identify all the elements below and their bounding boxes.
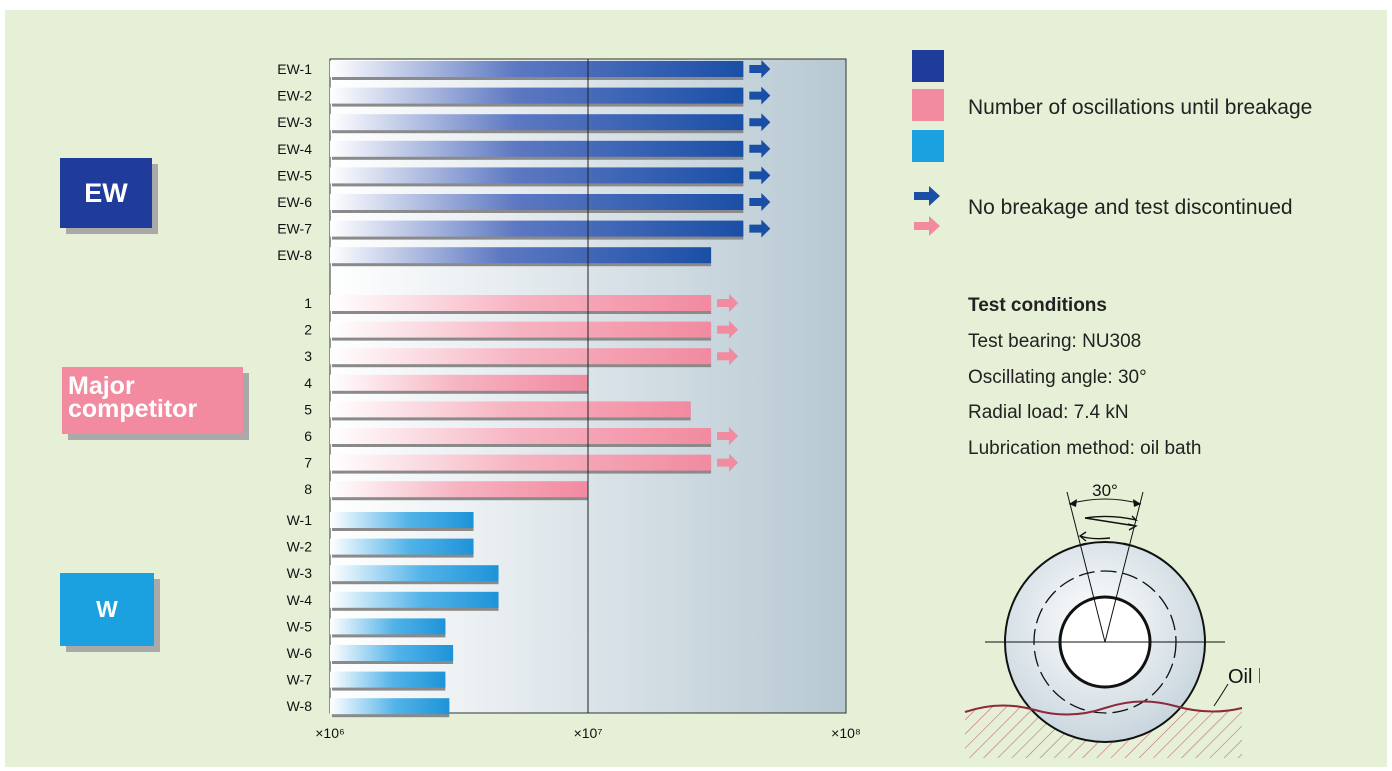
group-label-competitor-line2: competitor [68,395,198,423]
bar-label-competitor-6: 6 [304,428,312,444]
legend-swatch-w [912,130,944,162]
discontinued-arrow-icon-competitor-1 [717,294,739,312]
bar-ew-5 [330,167,744,184]
bar-competitor-7 [330,454,712,471]
bar-label-w-2: W-2 [287,539,313,555]
bar-label-w-7: W-7 [287,672,313,688]
group-label-ew-text: EW [84,177,128,208]
test-condition-bearing: Test bearing: NU308 [968,331,1142,352]
discontinued-arrow-icon-competitor-7 [717,453,739,472]
discontinued-arrow-icon-competitor-3 [717,347,739,366]
bar-w-2 [330,538,474,555]
ticks-layer: ×10⁶ ×10⁷ ×10⁸ [315,725,861,741]
legend-swatch-ew [912,50,944,82]
bar-label-w-1: W-1 [287,512,313,528]
bar-label-competitor-7: 7 [304,455,312,471]
bar-label-w-4: W-4 [287,592,313,608]
legend-swatch-competitor [912,89,944,121]
group-label-ew: EW [60,158,152,228]
legend-discontinued-label: No breakage and test discontinued [968,196,1293,219]
discontinued-arrow-icon-ew-6 [749,193,771,211]
bar-label-w-8: W-8 [287,698,313,714]
x-tick-label-1: ×10⁶ [315,725,345,741]
bar-label-ew-2: EW-2 [277,88,312,104]
oscillation-arrow-icon [1084,515,1139,531]
legend-arrow-pink-icon [914,216,940,236]
bar-ew-6 [330,194,744,210]
group-label-competitor-line1: Major [68,372,135,400]
bar-w-7 [330,671,446,688]
bar-label-ew-6: EW-6 [277,194,312,210]
angle-label: 30° [1092,481,1118,500]
test-condition-angle: Oscillating angle: 30° [968,367,1147,388]
bar-ew-7 [330,220,744,237]
bar-w-3 [330,565,499,582]
group-label-competitor: Major competitor [62,367,243,434]
angle-arc-right-arrow-icon [1133,499,1141,507]
bar-w-6 [330,645,454,661]
bearing-diagram: 30° Oil level [964,481,1260,758]
labels-layer: EW-1 EW-2 EW-3 EW-4 EW-5 EW-6 EW-7 EW-8 1 2 3 4 5 6 7 8… [277,61,312,714]
bar-ew-3 [330,114,744,131]
legend-arrow-blue-icon [914,186,940,206]
discontinued-arrow-icon-ew-3 [749,113,771,132]
discontinued-arrow-icon-ew-2 [749,86,771,105]
bar-w-1 [330,512,474,528]
bar-competitor-6 [330,428,712,444]
bar-label-competitor-2: 2 [304,322,312,338]
bar-label-competitor-4: 4 [304,375,312,391]
bar-competitor-1 [330,295,712,311]
bar-label-ew-1: EW-1 [277,61,312,77]
bar-competitor-4 [330,374,588,391]
bar-competitor-3 [330,348,712,365]
discontinued-arrow-icon-competitor-2 [717,320,739,339]
discontinued-arrow-icon-competitor-6 [717,427,739,445]
test-condition-lubrication: Lubrication method: oil bath [968,438,1202,459]
bar-w-5 [330,618,446,635]
oil-level-label: Oil level [1228,666,1260,688]
legend-breakage-label: Number of oscillations until breakage [968,96,1313,119]
bars-layer [330,60,771,718]
bar-competitor-2 [330,321,712,338]
bar-ew-4 [330,140,744,157]
oil-level-leader [1213,683,1229,707]
legend-arrow-icons [914,186,940,236]
angle-line-left [1066,491,1106,643]
bar-label-competitor-5: 5 [304,401,312,417]
bar-w-4 [330,591,499,608]
bar-label-w-6: W-6 [287,645,313,661]
group-label-w: W [60,573,154,646]
angle-arc-left-arrow-icon [1069,499,1077,507]
bar-label-ew-7: EW-7 [277,221,312,237]
bar-competitor-5 [330,401,691,418]
bar-ew-8 [330,247,712,264]
group-label-w-text: W [96,596,118,622]
bar-w-8 [330,698,450,715]
test-conditions-title: Test conditions [968,295,1107,316]
discontinued-arrow-icon-ew-4 [749,139,771,158]
discontinued-arrow-icon-ew-7 [749,219,771,238]
bar-ew-1 [330,61,744,77]
bar-label-ew-5: EW-5 [277,167,312,183]
bar-label-w-3: W-3 [287,565,313,581]
x-tick-label-3: ×10⁸ [831,725,861,741]
discontinued-arrow-icon-ew-5 [749,166,771,185]
bar-label-ew-4: EW-4 [277,141,312,157]
angle-line-right [1104,491,1144,643]
test-condition-load: Radial load: 7.4 kN [968,402,1129,423]
discontinued-arrow-icon-ew-1 [749,60,771,78]
bar-label-competitor-3: 3 [304,348,312,364]
bar-label-competitor-8: 8 [304,481,312,497]
bar-label-competitor-1: 1 [304,295,312,311]
bar-label-ew-8: EW-8 [277,247,312,263]
oil-level-line [964,700,1243,716]
bar-competitor-8 [330,481,588,498]
x-tick-label-2: ×10⁷ [574,725,603,741]
bar-label-w-5: W-5 [287,618,313,634]
oscillation-arrow-lower-icon [1078,531,1111,542]
bar-ew-2 [330,87,744,104]
bar-label-ew-3: EW-3 [277,114,312,130]
